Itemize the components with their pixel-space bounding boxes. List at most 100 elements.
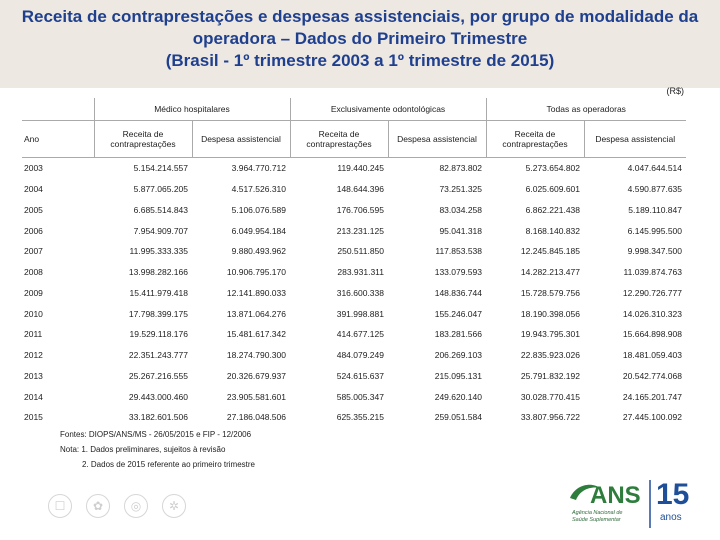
table-row: 2005 6.685.514.843 5.106.076.589 176.706.59…: [22, 200, 686, 221]
year-cell: 2003: [24, 163, 43, 174]
ans-leaf-icon: [570, 480, 651, 528]
year-header: [22, 98, 94, 121]
table-row: 2003 5.154.214.557 3.964.770.712 119.440.24…: [22, 158, 686, 179]
value-cell: 316.600.338: [336, 287, 384, 298]
table-row: 2004 5.877.065.205 4.517.526.310 148.644.39…: [22, 179, 686, 200]
value-cell: 83.034.258: [439, 204, 482, 215]
page-title-line-2: operadora – Dados do Primeiro Trimestre: [192, 29, 528, 48]
anniversary-number: 15: [656, 478, 690, 511]
value-cell: 119.440.245: [337, 163, 384, 174]
value-cell: 20.542.774.068: [622, 370, 682, 381]
data-table: Médico hospitalares Exclusivamente odont…: [22, 98, 686, 428]
value-cell: 22.835.923.026: [520, 350, 580, 361]
col-header: Receita de contraprestações: [485, 120, 584, 158]
value-cell: 133.079.593: [434, 267, 482, 278]
year-column-header: Ano: [22, 120, 94, 158]
value-cell: 206.269.103: [434, 350, 482, 361]
value-cell: 24.165.201.747: [622, 391, 682, 402]
group-header-medico: Médico hospitalares: [93, 98, 290, 121]
source-note: Fontes: DIOPS/ANS/MS - 26/05/2015 e FIP …: [60, 430, 252, 439]
year-cell: 2004: [24, 184, 43, 195]
value-cell: 5.273.654.802: [525, 163, 580, 174]
year-cell: 2005: [24, 204, 43, 215]
value-cell: 15.664.898.908: [622, 329, 682, 340]
value-cell: 6.049.954.184: [231, 225, 286, 236]
col-header: Despesa assistencial: [387, 120, 486, 158]
value-cell: 18.274.790.300: [226, 350, 286, 361]
value-cell: 5.877.065.205: [133, 184, 188, 195]
table-row: 2014 29.443.000.460 23.905.581.601 585.005.…: [22, 386, 686, 407]
table-row: 2013 25.267.216.555 20.326.679.937 524.615.…: [22, 366, 686, 387]
value-cell: 5.189.110.847: [628, 204, 682, 215]
year-cell: 2012: [24, 350, 43, 361]
table-row: 2008 13.998.282.166 10.906.795.170 283.931.…: [22, 262, 686, 283]
value-cell: 12.245.845.185: [520, 246, 580, 257]
table-row: 2009 15.411.979.418 12.141.890.033 316.600.…: [22, 283, 686, 304]
value-cell: 5.154.214.557: [133, 163, 188, 174]
seal-icon: ✿: [86, 494, 110, 518]
value-cell: 176.706.595: [336, 204, 384, 215]
faint-seals: ☐ ✿ ◎ ✲: [48, 494, 186, 518]
value-cell: 20.326.679.937: [226, 370, 286, 381]
value-cell: 148.644.396: [336, 184, 384, 195]
value-cell: 4.517.526.310: [231, 184, 286, 195]
value-cell: 73.251.325: [439, 184, 482, 195]
value-cell: 18.481.059.403: [622, 350, 682, 361]
value-cell: 19.943.795.301: [520, 329, 580, 340]
year-cell: 2007: [24, 246, 43, 257]
value-cell: 33.807.956.722: [520, 412, 580, 423]
value-cell: 25.267.216.555: [128, 370, 188, 381]
ans-subtitle-2: Saúde Suplementar: [572, 517, 621, 523]
value-cell: 15.728.579.756: [520, 287, 580, 298]
value-cell: 8.168.140.832: [525, 225, 580, 236]
col-header: Despesa assistencial: [583, 120, 686, 158]
seal-icon: ◎: [124, 494, 148, 518]
table-row: 2007 11.995.333.335 9.880.493.962 250.511.8…: [22, 241, 686, 262]
seal-icon: ☐: [48, 494, 72, 518]
table-row: 2006 7.954.909.707 6.049.954.184 213.231.12…: [22, 220, 686, 241]
value-cell: 25.791.832.192: [520, 370, 580, 381]
value-cell: 18.190.398.056: [520, 308, 580, 319]
value-cell: 82.873.802: [439, 163, 482, 174]
value-cell: 33.182.601.506: [128, 412, 188, 423]
value-cell: 213.231.125: [336, 225, 384, 236]
value-cell: 15.411.979.418: [129, 287, 188, 298]
value-cell: 23.905.581.601: [226, 391, 286, 402]
col-header: Receita de contraprestações: [93, 120, 192, 158]
value-cell: 30.028.770.415: [520, 391, 580, 402]
value-cell: 148.836.744: [434, 287, 482, 298]
unit-label: (R$): [666, 86, 685, 96]
value-cell: 11.995.333.335: [129, 246, 188, 257]
value-cell: 283.931.311: [337, 267, 384, 278]
group-header-todas: Todas as operadoras: [485, 98, 686, 121]
year-cell: 2011: [24, 329, 43, 340]
value-cell: 7.954.909.707: [133, 225, 188, 236]
year-cell: 2010: [24, 308, 43, 319]
value-cell: 14.282.213.477: [520, 267, 580, 278]
value-cell: 3.964.770.712: [231, 163, 286, 174]
value-cell: 6.145.995.500: [627, 225, 682, 236]
value-cell: 414.677.125: [336, 329, 384, 340]
note-1: Nota: 1. Dados preliminares, sujeitos à …: [60, 445, 226, 454]
value-cell: 117.853.538: [435, 246, 482, 257]
year-cell: 2008: [24, 267, 43, 278]
value-cell: 625.355.215: [336, 412, 384, 423]
table-row: 2011 19.529.118.176 15.481.617.342 414.677.…: [22, 324, 686, 345]
value-cell: 12.290.726.777: [622, 287, 682, 298]
anniversary-word: anos: [660, 512, 682, 523]
ans-subtitle-1: Agência Nacional de: [572, 510, 623, 516]
value-cell: 9.998.347.500: [627, 246, 682, 257]
value-cell: 9.880.493.962: [231, 246, 286, 257]
value-cell: 19.529.118.176: [129, 329, 188, 340]
ans-brand: ANS: [590, 482, 641, 509]
note-2: 2. Dados de 2015 referente ao primeiro t…: [82, 460, 255, 469]
year-cell: 2014: [24, 391, 43, 402]
value-cell: 95.041.318: [439, 225, 482, 236]
value-cell: 155.246.047: [434, 308, 482, 319]
value-cell: 11.039.874.763: [623, 267, 682, 278]
value-cell: 249.620.140: [434, 391, 482, 402]
value-cell: 5.106.076.589: [231, 204, 286, 215]
value-cell: 484.079.249: [336, 350, 384, 361]
value-cell: 13.998.282.166: [128, 267, 188, 278]
col-header: Despesa assistencial: [191, 120, 290, 158]
